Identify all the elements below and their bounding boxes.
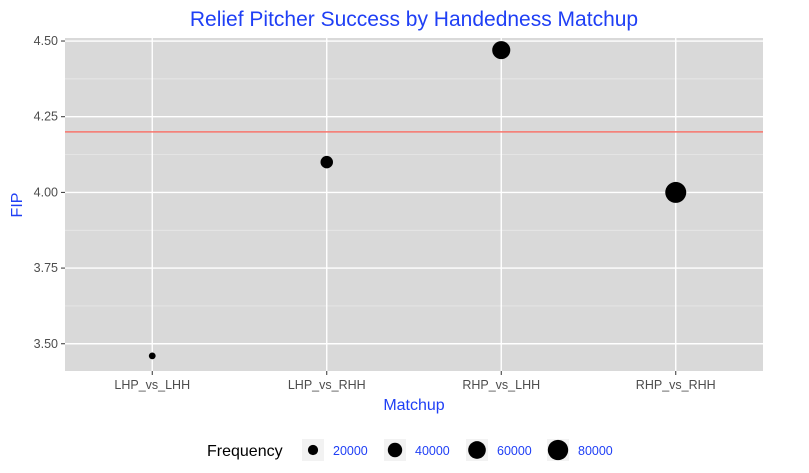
legend-label: 40000 (415, 444, 450, 458)
legend-label: 60000 (497, 444, 532, 458)
legend-label: 80000 (578, 444, 613, 458)
y-tick-label: 4.50 (34, 34, 58, 48)
x-tick-label: RHP_vs_LHH (462, 378, 540, 392)
x-tick-label: RHP_vs_RHH (636, 378, 716, 392)
data-point (665, 181, 687, 203)
y-axis-title: FIP (9, 193, 26, 218)
plot-panel (65, 38, 763, 371)
legend-key-point (387, 442, 403, 458)
legend-label: 20000 (333, 444, 368, 458)
data-point (320, 155, 333, 169)
x-axis-title: Matchup (383, 397, 444, 414)
chart-title: Relief Pitcher Success by Handedness Mat… (190, 8, 638, 31)
data-point (148, 352, 156, 360)
y-tick-label: 4.25 (34, 110, 58, 124)
legend-key-point (468, 441, 486, 459)
legend-key-point (547, 439, 569, 461)
legend-key-point (307, 444, 319, 456)
x-tick-label: LHP_vs_LHH (114, 378, 190, 392)
data-point (492, 41, 511, 60)
size-legend: Frequency 20000 40000 60000 80000 (207, 439, 613, 461)
minor-gridlines (65, 78, 763, 307)
points-layer (148, 41, 687, 360)
y-tick-label: 4.00 (34, 185, 58, 199)
y-tick-label: 3.50 (34, 337, 58, 351)
legend-items: 20000 40000 60000 80000 (302, 439, 613, 461)
x-tick-label: LHP_vs_RHH (288, 378, 366, 392)
x-axis: LHP_vs_LHH LHP_vs_RHH RHP_vs_LHH RHP_vs_RHH (114, 371, 716, 392)
y-axis: 3.50 3.75 4.00 4.25 4.50 (34, 34, 65, 351)
legend-title: Frequency (207, 443, 283, 460)
major-gridlines (65, 38, 763, 371)
y-tick-label: 3.75 (34, 261, 58, 275)
